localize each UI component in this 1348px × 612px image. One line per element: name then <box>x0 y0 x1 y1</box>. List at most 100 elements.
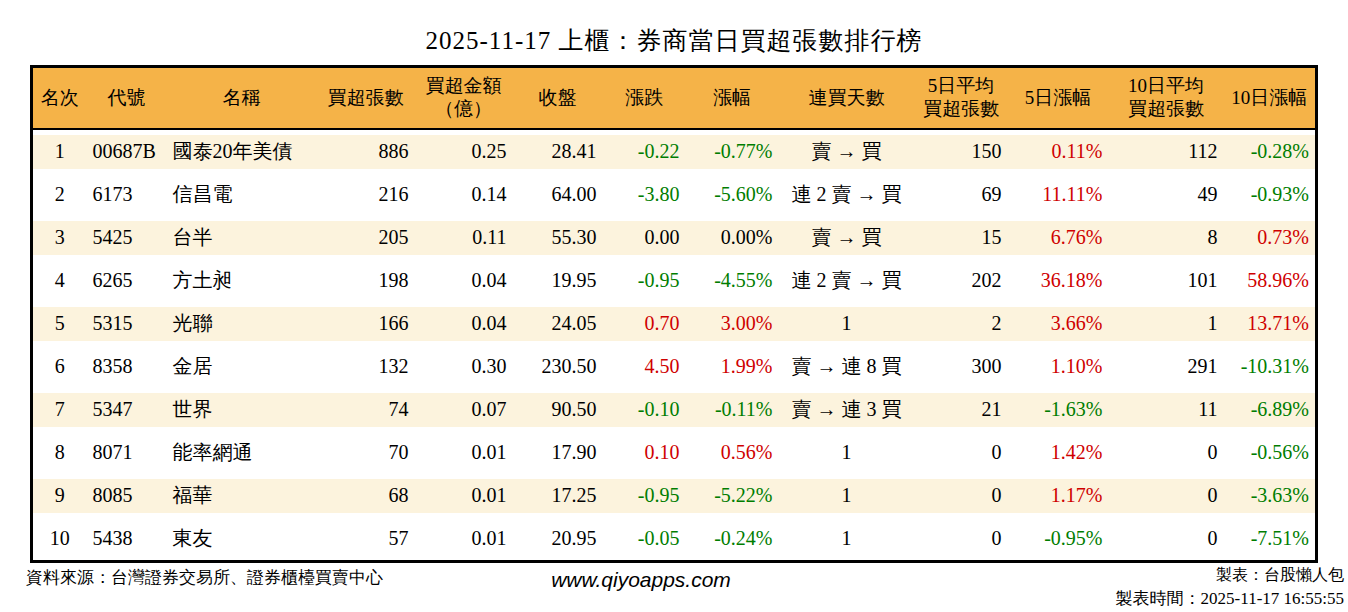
cell-close: 24.05 <box>513 302 603 345</box>
cell-pct5: -0.95% <box>1008 517 1109 562</box>
cell-name: 能率網通 <box>167 431 317 474</box>
header-cell-chgpct: 漲幅 <box>686 67 779 130</box>
cell-chg: 0.10 <box>603 431 686 474</box>
cell-close: 28.41 <box>513 129 603 173</box>
cell-avg5: 150 <box>915 129 1008 173</box>
cell-avg5: 300 <box>915 345 1008 388</box>
cell-streak: 連 2 賣 → 買 <box>779 173 915 216</box>
cell-vol: 70 <box>317 431 415 474</box>
cell-rank: 4 <box>32 259 87 302</box>
header-cell-avg10: 10日平均 買超張數 <box>1109 67 1224 130</box>
cell-pct10: -0.28% <box>1224 129 1317 173</box>
cell-avg5: 21 <box>915 388 1008 431</box>
cell-avg5: 0 <box>915 431 1008 474</box>
cell-vol: 132 <box>317 345 415 388</box>
made-timestamp: 製表時間：2025-11-17 16:55:55 <box>1116 587 1344 610</box>
table-header-row: 名次代號名稱買超張數買超金額 （億）收盤漲跌漲幅連買天數5日平均 買超張數5日漲… <box>32 67 1317 130</box>
cell-amount: 0.04 <box>415 302 513 345</box>
header-cell-streak: 連買天數 <box>779 67 915 130</box>
cell-code: 6265 <box>87 259 167 302</box>
cell-code: 00687B <box>87 129 167 173</box>
table-row: 75347世界740.0790.50-0.10-0.11%賣 → 連 3 買21… <box>32 388 1317 431</box>
cell-chgpct: -0.77% <box>686 129 779 173</box>
cell-chgpct: 1.99% <box>686 345 779 388</box>
cell-pct5: 36.18% <box>1008 259 1109 302</box>
cell-rank: 9 <box>32 474 87 517</box>
cell-pct10: -7.51% <box>1224 517 1317 562</box>
cell-chg: -0.05 <box>603 517 686 562</box>
cell-close: 55.30 <box>513 216 603 259</box>
cell-amount: 0.01 <box>415 474 513 517</box>
cell-pct10: -0.93% <box>1224 173 1317 216</box>
cell-amount: 0.11 <box>415 216 513 259</box>
cell-name: 福華 <box>167 474 317 517</box>
cell-name: 信昌電 <box>167 173 317 216</box>
cell-amount: 0.07 <box>415 388 513 431</box>
cell-close: 17.25 <box>513 474 603 517</box>
cell-chg: 4.50 <box>603 345 686 388</box>
cell-avg10: 112 <box>1109 129 1224 173</box>
cell-avg10: 11 <box>1109 388 1224 431</box>
table-row: 98085福華680.0117.25-0.95-5.22%101.17%0-3.… <box>32 474 1317 517</box>
header-cell-vol: 買超張數 <box>317 67 415 130</box>
cell-avg5: 69 <box>915 173 1008 216</box>
cell-pct10: 58.96% <box>1224 259 1317 302</box>
broker-net-buy-ranking-table: 名次代號名稱買超張數買超金額 （億）收盤漲跌漲幅連買天數5日平均 買超張數5日漲… <box>30 65 1318 563</box>
header-cell-amount: 買超金額 （億） <box>415 67 513 130</box>
cell-amount: 0.01 <box>415 431 513 474</box>
cell-avg10: 0 <box>1109 517 1224 562</box>
cell-name: 光聯 <box>167 302 317 345</box>
cell-rank: 1 <box>32 129 87 173</box>
cell-avg10: 101 <box>1109 259 1224 302</box>
table-row: 68358金居1320.30230.504.501.99%賣 → 連 8 買30… <box>32 345 1317 388</box>
cell-code: 5425 <box>87 216 167 259</box>
cell-close: 64.00 <box>513 173 603 216</box>
cell-name: 東友 <box>167 517 317 562</box>
cell-pct10: -0.56% <box>1224 431 1317 474</box>
cell-vol: 198 <box>317 259 415 302</box>
header-cell-code: 代號 <box>87 67 167 130</box>
cell-rank: 6 <box>32 345 87 388</box>
cell-rank: 7 <box>32 388 87 431</box>
cell-vol: 205 <box>317 216 415 259</box>
cell-chgpct: -5.22% <box>686 474 779 517</box>
cell-chg: 0.70 <box>603 302 686 345</box>
table-row: 35425台半2050.1155.300.000.00%賣 → 買156.76%… <box>32 216 1317 259</box>
cell-avg10: 0 <box>1109 431 1224 474</box>
cell-name: 世界 <box>167 388 317 431</box>
cell-code: 5347 <box>87 388 167 431</box>
cell-name: 方土昶 <box>167 259 317 302</box>
cell-chg: -0.95 <box>603 474 686 517</box>
cell-pct10: 13.71% <box>1224 302 1317 345</box>
cell-chgpct: -5.60% <box>686 173 779 216</box>
cell-close: 19.95 <box>513 259 603 302</box>
header-cell-close: 收盤 <box>513 67 603 130</box>
table-row: 105438東友570.0120.95-0.05-0.24%10-0.95%0-… <box>32 517 1317 562</box>
cell-avg5: 2 <box>915 302 1008 345</box>
cell-close: 20.95 <box>513 517 603 562</box>
cell-rank: 8 <box>32 431 87 474</box>
cell-avg10: 0 <box>1109 474 1224 517</box>
cell-vol: 74 <box>317 388 415 431</box>
cell-chg: -0.10 <box>603 388 686 431</box>
cell-code: 8071 <box>87 431 167 474</box>
cell-pct10: -3.63% <box>1224 474 1317 517</box>
cell-pct5: 11.11% <box>1008 173 1109 216</box>
cell-pct5: 6.76% <box>1008 216 1109 259</box>
table-header: 名次代號名稱買超張數買超金額 （億）收盤漲跌漲幅連買天數5日平均 買超張數5日漲… <box>32 67 1317 130</box>
cell-vol: 68 <box>317 474 415 517</box>
cell-code: 8085 <box>87 474 167 517</box>
table-row: 88071能率網通700.0117.900.100.56%101.42%0-0.… <box>32 431 1317 474</box>
cell-vol: 886 <box>317 129 415 173</box>
header-cell-rank: 名次 <box>32 67 87 130</box>
cell-streak: 1 <box>779 517 915 562</box>
cell-chgpct: 0.56% <box>686 431 779 474</box>
cell-chg: 0.00 <box>603 216 686 259</box>
cell-close: 17.90 <box>513 431 603 474</box>
cell-chgpct: -0.11% <box>686 388 779 431</box>
cell-code: 8358 <box>87 345 167 388</box>
cell-pct10: -6.89% <box>1224 388 1317 431</box>
cell-rank: 10 <box>32 517 87 562</box>
cell-pct5: 3.66% <box>1008 302 1109 345</box>
header-cell-avg5: 5日平均 買超張數 <box>915 67 1008 130</box>
